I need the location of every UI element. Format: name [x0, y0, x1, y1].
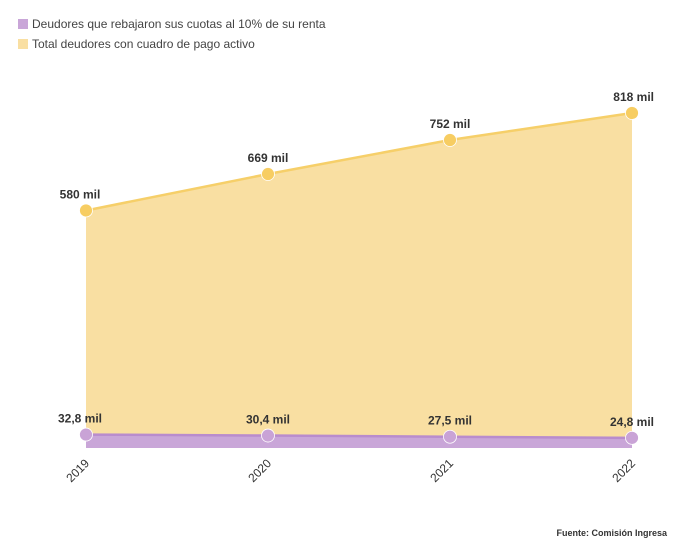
legend-swatch-series-2: [18, 39, 28, 49]
data-label-series-2-2022: 818 mil: [613, 90, 654, 104]
legend-swatch-series-1: [18, 19, 28, 29]
data-label-series-2-2019: 580 mil: [60, 187, 101, 201]
x-tick-label-2019: 2019: [63, 456, 92, 485]
line-series-1: [85, 433, 633, 440]
point-series-2-2019: [79, 203, 93, 218]
line-series-2: [85, 111, 633, 212]
point-series-1-2022: [625, 430, 639, 445]
point-series-2-2021: [443, 133, 457, 147]
chart-legend: Deudores que rebajaron sus cuotas al 10%…: [18, 14, 326, 54]
legend-item-series-2[interactable]: Total deudores con cuadro de pago activo: [18, 34, 326, 54]
data-label-series-1-2022: 24,8 mil: [610, 415, 654, 429]
source-note: Fuente: Comisión Ingresa: [556, 528, 667, 538]
point-series-2-2020: [261, 167, 275, 181]
data-label-series-1-2020: 30,4 mil: [246, 413, 290, 427]
data-label-series-1-2019: 32,8 mil: [58, 412, 102, 426]
point-series-1-2021: [443, 429, 457, 444]
area-series-2: [86, 113, 632, 448]
point-series-1-2020: [261, 428, 275, 443]
x-tick-label-2020: 2020: [245, 456, 274, 485]
data-label-series-2-2021: 752 mil: [430, 117, 471, 131]
data-label-series-2-2020: 669 mil: [248, 151, 289, 165]
legend-label-series-1: Deudores que rebajaron sus cuotas al 10%…: [32, 17, 326, 31]
x-tick-label-2021: 2021: [427, 456, 456, 485]
point-series-2-2022: [625, 106, 639, 120]
data-label-series-1-2021: 27,5 mil: [428, 414, 472, 428]
legend-label-series-2: Total deudores con cuadro de pago activo: [32, 37, 255, 51]
point-series-1-2019: [79, 427, 93, 442]
legend-item-series-1[interactable]: Deudores que rebajaron sus cuotas al 10%…: [18, 14, 326, 34]
x-tick-label-2022: 2022: [609, 456, 638, 485]
